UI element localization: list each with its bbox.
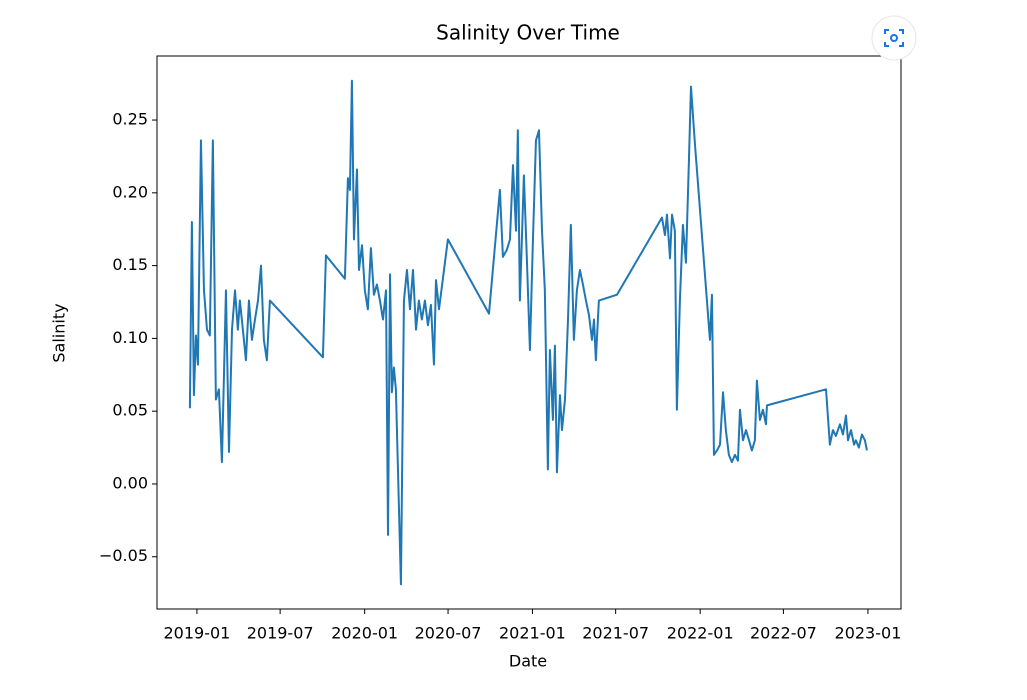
y-tick-label: 0.10 <box>112 328 148 347</box>
scan-button[interactable] <box>871 15 917 61</box>
y-tick-label: −0.05 <box>99 546 148 565</box>
x-tick-label: 2021-01 <box>499 624 566 643</box>
x-tick-label: 2023-01 <box>835 624 902 643</box>
x-tick-label: 2019-07 <box>247 624 314 643</box>
chart-title: Salinity Over Time <box>436 21 620 45</box>
y-axis-label: Salinity <box>50 303 69 362</box>
data-line <box>188 79 868 586</box>
y-tick-label: 0.25 <box>112 110 148 129</box>
x-tick-label: 2020-07 <box>415 624 482 643</box>
x-tick-label: 2020-01 <box>331 624 398 643</box>
y-tick-label: 0.15 <box>112 255 148 274</box>
x-tick-label: 2021-07 <box>582 624 649 643</box>
y-tick-label: 0.00 <box>112 473 148 492</box>
x-tick-label: 2022-01 <box>667 624 734 643</box>
scan-icon <box>884 29 904 47</box>
x-tick-label: 2022-07 <box>750 624 817 643</box>
y-tick-label: 0.05 <box>112 401 148 420</box>
y-tick-label: 0.20 <box>112 182 148 201</box>
x-axis-label: Date <box>509 652 547 671</box>
plot-frame <box>156 55 902 610</box>
button-circle <box>871 15 917 61</box>
scan-icon-dot <box>890 34 898 42</box>
x-tick-label: 2019-01 <box>163 624 230 643</box>
